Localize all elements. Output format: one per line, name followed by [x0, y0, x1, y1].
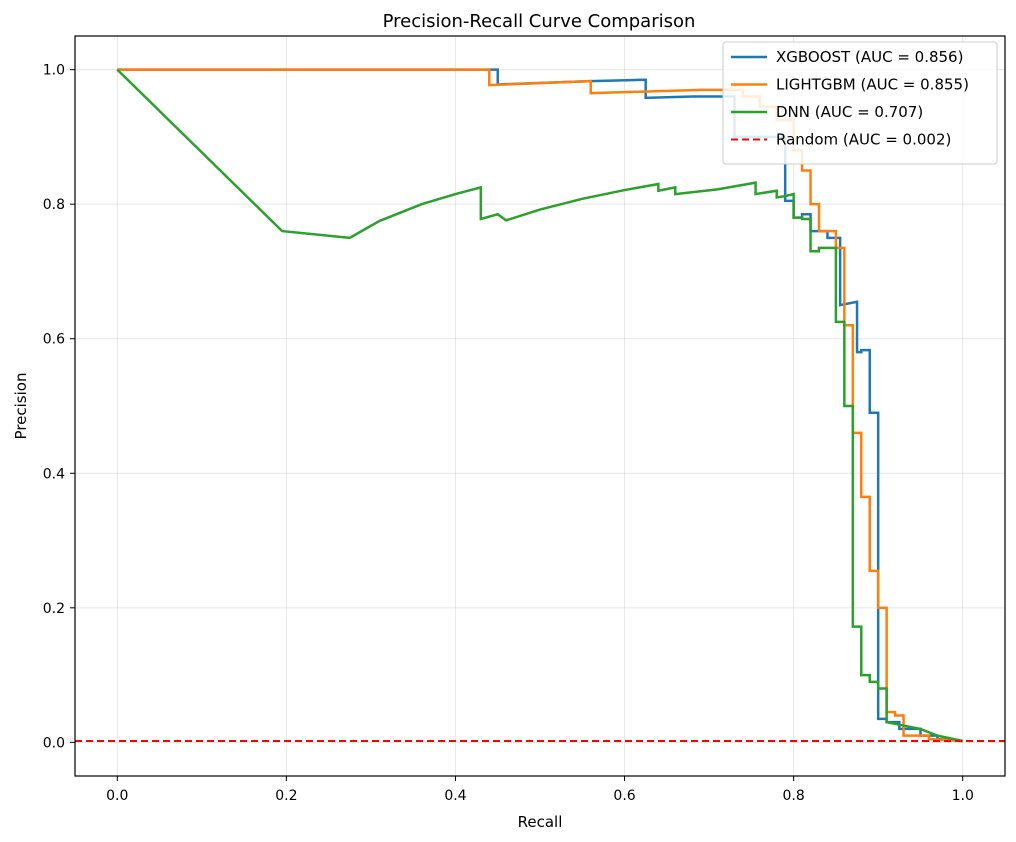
y-tick-label: 0.2	[43, 601, 65, 617]
chart-title: Precision-Recall Curve Comparison	[383, 11, 696, 32]
legend-label-0: XGBOOST (AUC = 0.856)	[776, 48, 963, 66]
legend-label-3: Random (AUC = 0.002)	[776, 131, 951, 149]
x-tick-label: 1.0	[952, 788, 974, 804]
legend-box	[722, 41, 998, 165]
legend: XGBOOST (AUC = 0.856) LIGHTGBM (AUC = 0.8…	[722, 41, 998, 165]
x-tick-label: 0.0	[106, 788, 128, 804]
y-tick-label: 1.0	[43, 63, 65, 79]
y-tick-label: 0.4	[43, 466, 65, 482]
axis-ticks: 0.0 0.2 0.4 0.6 0.8 1.0 0.0 0.2 0.4 0.6 0.8 1.0	[43, 63, 974, 804]
plot-frame	[74, 35, 1006, 777]
grid-lines	[75, 36, 1005, 776]
x-tick-label: 0.8	[783, 788, 805, 804]
x-axis-label: Recall	[518, 813, 563, 831]
y-axis-label: Precision	[12, 373, 30, 440]
series-line-2	[116, 68, 963, 743]
series-line-0	[117, 68, 963, 743]
x-tick-label: 0.6	[613, 788, 635, 804]
x-tick-label: 0.4	[444, 788, 466, 804]
y-tick-label: 0.0	[43, 735, 65, 751]
y-tick-label: 0.6	[43, 332, 65, 348]
legend-label-2: DNN (AUC = 0.707)	[776, 103, 923, 121]
y-tick-label: 0.8	[43, 197, 65, 213]
legend-label-1: LIGHTGBM (AUC = 0.855)	[776, 76, 969, 94]
x-tick-label: 0.2	[275, 788, 297, 804]
